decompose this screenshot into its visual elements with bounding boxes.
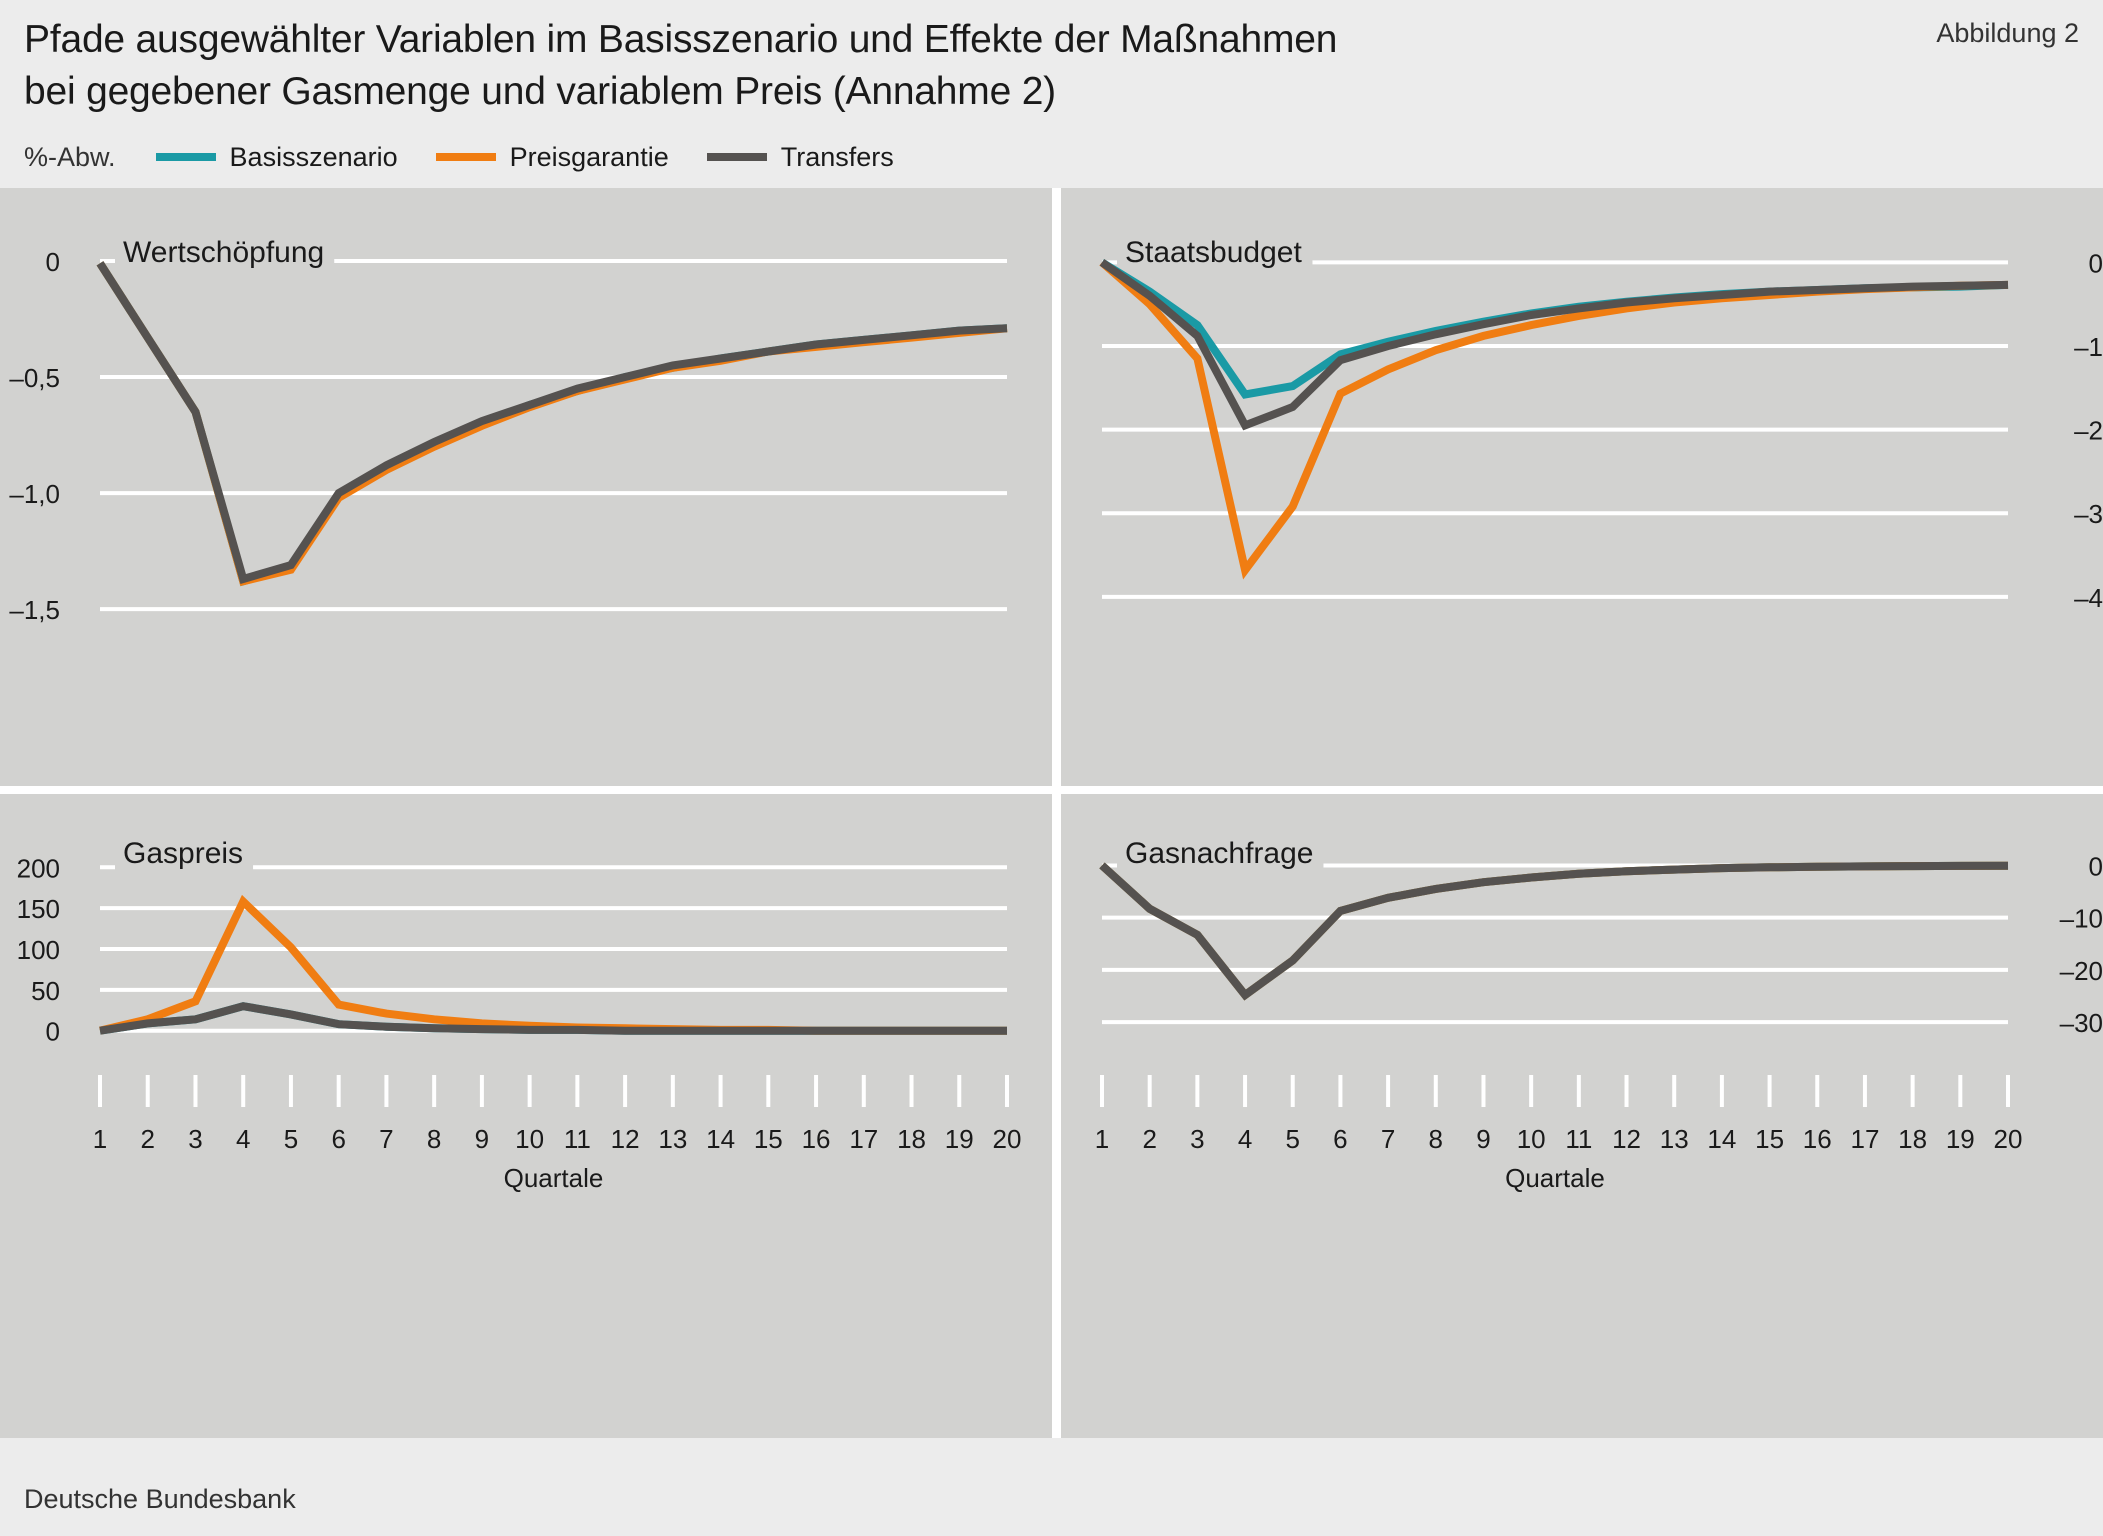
charts-svg: 0 –0,5 –1,0 –1,5 Wertschöpfung 0 –1 –2 –3 –4 Staat… <box>0 188 2103 1438</box>
panel-title-background-staatsbudget <box>1117 232 1313 272</box>
x-tick-label-gaspreis: 6 <box>331 1124 345 1154</box>
legend-item-preisgarantie: Preisgarantie <box>435 141 669 173</box>
x-tick-label-gasnachfrage: 11 <box>1565 1124 1592 1154</box>
x-tick-label-gaspreis: 8 <box>427 1124 441 1154</box>
x-tick-label-gaspreis: 1 <box>93 1124 107 1154</box>
panel-background-staatsbudget <box>1061 188 2103 786</box>
x-tick-label-gaspreis: 5 <box>284 1124 298 1154</box>
panel-background-wertschoepfung <box>0 188 1052 786</box>
y-tick-label-gaspreis: 50 <box>31 976 60 1006</box>
chart-title-line2: bei gegebener Gasmenge und variablem Pre… <box>24 70 1056 113</box>
x-tick-label-gasnachfrage: 17 <box>1850 1124 1879 1154</box>
legend-label-preisgarantie: Preisgarantie <box>509 141 669 172</box>
x-tick-label-gaspreis: 20 <box>993 1124 1022 1154</box>
x-tick-label-gasnachfrage: 2 <box>1142 1124 1156 1154</box>
panel-staatsbudget: 0 –1 –2 –3 –4 Staatsbudget <box>1061 188 2103 786</box>
y-tick-label-staatsbudget: –2 <box>2074 416 2103 446</box>
legend-unit: %-Abw. <box>24 141 116 172</box>
x-tick-label-gaspreis: 7 <box>379 1124 393 1154</box>
y-tick-label-staatsbudget: –4 <box>2074 583 2103 613</box>
chart-title-line1: Pfade ausgewählter Variablen im Basissze… <box>24 18 1338 61</box>
series-line-transfers-staatsbudget <box>1099 259 2009 431</box>
y-tick-label-wertschoepfung: –1,0 <box>9 479 60 509</box>
y-tick-label-staatsbudget: –1 <box>2074 332 2103 362</box>
y-tick-label-gaspreis: 0 <box>46 1017 60 1047</box>
x-tick-label-gaspreis: 19 <box>945 1124 974 1154</box>
y-tick-label-gaspreis: 150 <box>17 894 60 924</box>
chart-title: Pfade ausgewählter Variablen im Basissze… <box>24 14 1337 118</box>
x-tick-label-gasnachfrage: 12 <box>1612 1124 1641 1154</box>
x-tick-label-gaspreis: 14 <box>706 1124 735 1154</box>
series-line-transfers-gaspreis <box>99 1002 1007 1035</box>
legend-item-transfers: Transfers <box>706 141 894 173</box>
panel-title-background-gasnachfrage <box>1117 833 1324 873</box>
x-tick-label-gasnachfrage: 5 <box>1286 1124 1300 1154</box>
x-tick-label-gasnachfrage: 7 <box>1381 1124 1395 1154</box>
x-tick-label-gasnachfrage: 16 <box>1803 1124 1832 1154</box>
legend: %-Abw. Basisszenario Preisgarantie Trans… <box>24 137 932 177</box>
legend-item-basisszenario: Basisszenario <box>155 141 398 173</box>
source-note: Deutsche Bundesbank <box>24 1484 296 1514</box>
y-tick-label-gaspreis: 200 <box>17 853 60 883</box>
x-tick-label-gasnachfrage: 3 <box>1190 1124 1204 1154</box>
panel-title-staatsbudget: Staatsbudget <box>1125 236 1302 269</box>
x-tick-label-gasnachfrage: 10 <box>1517 1124 1546 1154</box>
x-tick-label-gasnachfrage: 9 <box>1476 1124 1490 1154</box>
legend-swatch-transfers <box>706 153 767 161</box>
legend-swatch-preisgarantie <box>435 153 496 161</box>
x-tick-label-gasnachfrage: 19 <box>1946 1124 1975 1154</box>
panel-title-background-gaspreis <box>115 833 254 873</box>
x-tick-label-gasnachfrage: 8 <box>1429 1124 1443 1154</box>
y-tick-label-wertschoepfung: –1,5 <box>9 595 60 625</box>
panel-wertschoepfung: 0 –0,5 –1,0 –1,5 Wertschöpfung <box>0 188 1052 786</box>
x-tick-label-gaspreis: 13 <box>658 1124 687 1154</box>
x-tick-label-gaspreis: 15 <box>754 1124 783 1154</box>
x-tick-label-gaspreis: 17 <box>849 1124 878 1154</box>
y-tick-label-gaspreis: 100 <box>17 935 60 965</box>
panel-title-gasnachfrage: Gasnachfrage <box>1125 837 1313 870</box>
y-tick-label-staatsbudget: 0 <box>2089 248 2103 278</box>
x-axis-label-gaspreis: Quartale <box>504 1163 604 1193</box>
y-tick-label-gasnachfrage: 0 <box>2089 851 2103 881</box>
panel-title-gaspreis: Gaspreis <box>123 837 243 870</box>
x-tick-label-gaspreis: 11 <box>564 1124 591 1154</box>
legend-label-basisszenario: Basisszenario <box>229 141 398 172</box>
x-tick-label-gaspreis: 18 <box>897 1124 926 1154</box>
panel-background-gasnachfrage <box>1061 794 2103 1438</box>
series-line-transfers-wertschoepfung <box>96 261 1008 584</box>
y-tick-label-staatsbudget: –3 <box>2074 499 2103 529</box>
legend-label-transfers: Transfers <box>780 141 894 172</box>
x-tick-label-gasnachfrage: 13 <box>1660 1124 1689 1154</box>
x-tick-label-gasnachfrage: 6 <box>1333 1124 1347 1154</box>
x-tick-label-gasnachfrage: 18 <box>1898 1124 1927 1154</box>
y-tick-label-gasnachfrage: –20 <box>2060 956 2103 986</box>
x-tick-label-gaspreis: 9 <box>475 1124 489 1154</box>
chart-panels: 0 –0,5 –1,0 –1,5 Wertschöpfung 0 –1 –2 –3 –4 Staat… <box>0 188 2103 1438</box>
y-tick-label-wertschoepfung: 0 <box>46 247 60 277</box>
panel-title-background-wertschoepfung <box>115 232 335 272</box>
x-tick-label-gaspreis: 4 <box>236 1124 250 1154</box>
panel-title-wertschoepfung: Wertschöpfung <box>123 236 324 269</box>
x-tick-label-gasnachfrage: 15 <box>1755 1124 1784 1154</box>
panel-background-gaspreis <box>0 794 1052 1438</box>
x-tick-label-gasnachfrage: 14 <box>1707 1124 1736 1154</box>
x-tick-label-gasnachfrage: 20 <box>1994 1124 2023 1154</box>
legend-swatch-basisszenario <box>155 153 216 161</box>
x-axis-label-gasnachfrage: Quartale <box>1505 1163 1605 1193</box>
y-tick-label-wertschoepfung: –0,5 <box>9 363 60 393</box>
x-tick-label-gaspreis: 10 <box>515 1124 544 1154</box>
x-tick-label-gaspreis: 3 <box>188 1124 202 1154</box>
y-tick-label-gasnachfrage: –10 <box>2060 904 2103 934</box>
x-tick-label-gasnachfrage: 1 <box>1095 1124 1109 1154</box>
x-tick-label-gasnachfrage: 4 <box>1238 1124 1252 1154</box>
x-tick-label-gaspreis: 16 <box>802 1124 831 1154</box>
x-tick-label-gaspreis: 2 <box>141 1124 155 1154</box>
x-tick-label-gaspreis: 12 <box>611 1124 640 1154</box>
series-line-transfers-gasnachfrage <box>1099 861 2009 1001</box>
figure-label: Abbildung 2 <box>1936 18 2079 48</box>
y-tick-label-gasnachfrage: –30 <box>2060 1008 2103 1038</box>
